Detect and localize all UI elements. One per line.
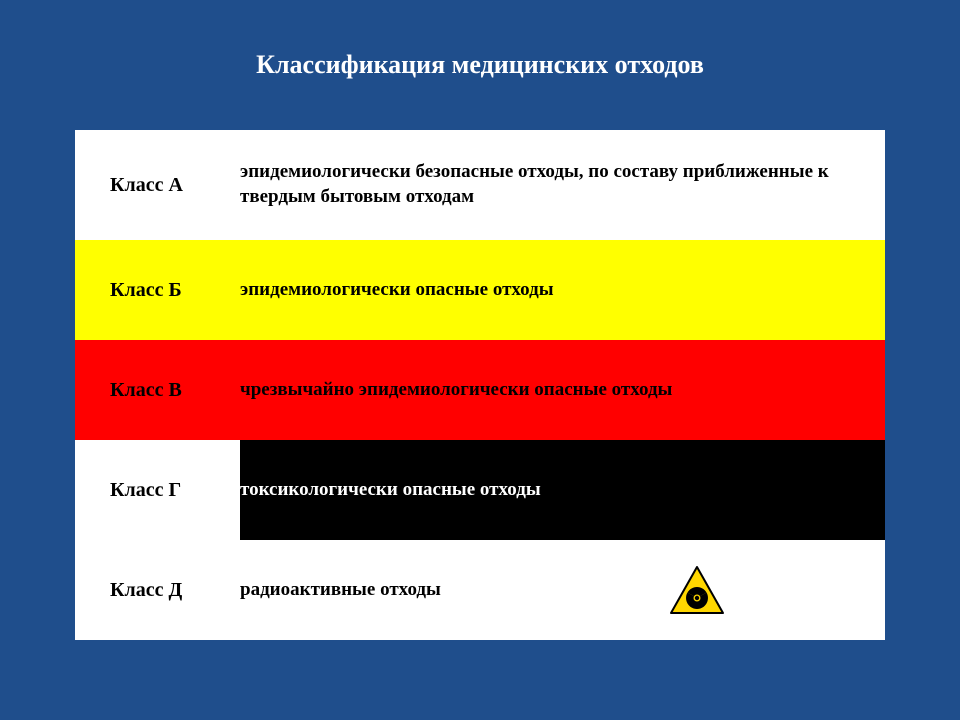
- class-label-b: Класс Б: [75, 240, 240, 340]
- class-label-a: Класс А: [75, 130, 240, 240]
- table-row-b: Класс Б эпидемиологически опасные отходы: [75, 240, 885, 340]
- table-row-g: Класс Г токсикологически опасные отходы: [75, 440, 885, 540]
- classification-table: Класс А эпидемиологически безопасные отх…: [75, 130, 885, 640]
- radiation-icon: [669, 565, 725, 615]
- class-label-g: Класс Г: [75, 440, 240, 540]
- class-description-b: эпидемиологически опасные отходы: [240, 240, 885, 340]
- class-description-a: эпидемиологически безопасные отходы, по …: [240, 130, 885, 240]
- class-label-d: Класс Д: [75, 540, 240, 640]
- table-row-v: Класс В чрезвычайно эпидемиологически оп…: [75, 340, 885, 440]
- class-description-g: токсикологически опасные отходы: [240, 440, 885, 540]
- table-row-a: Класс А эпидемиологически безопасные отх…: [75, 130, 885, 240]
- class-label-v: Класс В: [75, 340, 240, 440]
- page-title: Классификация медицинских отходов: [0, 50, 960, 80]
- table-row-d: Класс Д радиоактивные отходы: [75, 540, 885, 640]
- class-description-v: чрезвычайно эпидемиологически опасные от…: [240, 340, 885, 440]
- class-description-d: радиоактивные отходы: [240, 540, 885, 640]
